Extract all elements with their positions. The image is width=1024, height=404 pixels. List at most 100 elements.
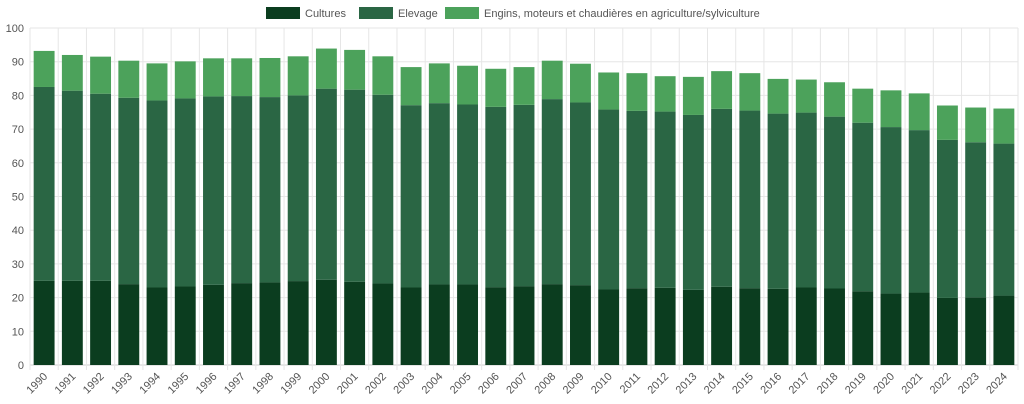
bar-segment[interactable] (908, 292, 930, 365)
bar-segment[interactable] (598, 289, 620, 365)
bar-segment[interactable] (880, 90, 902, 128)
bar-segment[interactable] (372, 56, 394, 95)
bar-segment[interactable] (739, 110, 761, 289)
legend-item[interactable]: Elevage (359, 7, 438, 20)
bar-segment[interactable] (711, 71, 733, 109)
bar-segment[interactable] (428, 284, 450, 365)
bar-segment[interactable] (824, 82, 845, 117)
bar-segment[interactable] (513, 286, 535, 365)
bar-segment[interactable] (231, 283, 253, 365)
bar-segment[interactable] (795, 79, 817, 113)
bar-segment[interactable] (259, 97, 281, 283)
bar-segment[interactable] (203, 58, 224, 97)
bar-segment[interactable] (33, 50, 55, 87)
bar-segment[interactable] (852, 88, 874, 123)
bar-segment[interactable] (372, 283, 394, 365)
bar-segment[interactable] (993, 108, 1015, 144)
bar-segment[interactable] (767, 113, 789, 289)
bar-segment[interactable] (852, 291, 874, 365)
bar-segment[interactable] (485, 106, 507, 288)
bar-segment[interactable] (457, 104, 478, 285)
bar-segment[interactable] (287, 56, 309, 96)
bar-segment[interactable] (287, 95, 309, 282)
bar-segment[interactable] (118, 284, 140, 365)
bar-segment[interactable] (908, 93, 930, 131)
bar-segment[interactable] (654, 287, 676, 365)
bar-segment[interactable] (61, 280, 83, 365)
bar-segment[interactable] (33, 86, 55, 281)
bar-segment[interactable] (767, 288, 789, 365)
bar-segment[interactable] (428, 103, 450, 285)
bar-segment[interactable] (428, 63, 450, 104)
bar-segment[interactable] (570, 102, 591, 286)
bar-segment[interactable] (626, 73, 648, 111)
bar-segment[interactable] (259, 57, 281, 98)
bar-segment[interactable] (598, 109, 620, 290)
bar-segment[interactable] (965, 142, 987, 298)
legend-item[interactable]: Engins, moteurs et chaudières en agricul… (445, 7, 760, 20)
bar-segment[interactable] (880, 293, 902, 365)
bar-segment[interactable] (654, 76, 676, 112)
bar-segment[interactable] (739, 73, 761, 111)
bar-segment[interactable] (485, 287, 507, 365)
bar-segment[interactable] (203, 284, 224, 365)
bar-segment[interactable] (372, 94, 394, 284)
bar-segment[interactable] (936, 139, 958, 298)
bar-segment[interactable] (626, 110, 648, 289)
bar-segment[interactable] (626, 288, 648, 365)
bar-segment[interactable] (118, 60, 140, 98)
bar-segment[interactable] (90, 280, 112, 365)
bar-segment[interactable] (174, 98, 196, 287)
bar-segment[interactable] (541, 99, 563, 285)
bar-segment[interactable] (654, 111, 676, 288)
bar-segment[interactable] (711, 286, 733, 365)
bar-segment[interactable] (344, 281, 366, 365)
bar-segment[interactable] (682, 76, 704, 115)
bar-segment[interactable] (513, 67, 535, 105)
bar-segment[interactable] (485, 68, 507, 107)
bar-segment[interactable] (203, 96, 224, 285)
bar-segment[interactable] (61, 90, 83, 281)
bar-segment[interactable] (231, 96, 253, 284)
bar-segment[interactable] (61, 54, 83, 91)
bar-segment[interactable] (993, 143, 1015, 296)
bar-segment[interactable] (993, 295, 1015, 365)
bar-segment[interactable] (400, 287, 422, 365)
legend-item[interactable]: Cultures (266, 7, 346, 20)
bar-segment[interactable] (287, 281, 309, 365)
bar-segment[interactable] (824, 116, 845, 289)
bar-segment[interactable] (174, 286, 196, 365)
bar-segment[interactable] (936, 297, 958, 365)
bar-segment[interactable] (400, 105, 422, 288)
bar-segment[interactable] (90, 56, 112, 94)
bar-segment[interactable] (570, 63, 591, 103)
bar-segment[interactable] (965, 297, 987, 365)
bar-segment[interactable] (457, 65, 478, 105)
bar-segment[interactable] (513, 104, 535, 287)
bar-segment[interactable] (880, 127, 902, 294)
bar-segment[interactable] (259, 282, 281, 365)
bar-segment[interactable] (315, 279, 337, 365)
bar-segment[interactable] (682, 114, 704, 290)
bar-segment[interactable] (344, 49, 366, 90)
bar-segment[interactable] (146, 287, 168, 365)
bar-segment[interactable] (824, 288, 845, 366)
bar-segment[interactable] (711, 108, 733, 287)
bar-segment[interactable] (231, 58, 253, 97)
bar-segment[interactable] (400, 67, 422, 106)
bar-segment[interactable] (457, 284, 478, 365)
bar-segment[interactable] (33, 280, 55, 365)
bar-segment[interactable] (598, 72, 620, 110)
bar-segment[interactable] (174, 61, 196, 99)
bar-segment[interactable] (315, 48, 337, 89)
bar-segment[interactable] (795, 112, 817, 288)
bar-segment[interactable] (795, 287, 817, 365)
bar-segment[interactable] (541, 284, 563, 365)
bar-segment[interactable] (852, 122, 874, 292)
bar-segment[interactable] (767, 78, 789, 114)
bar-segment[interactable] (965, 107, 987, 143)
bar-segment[interactable] (90, 93, 112, 281)
bar-segment[interactable] (682, 289, 704, 365)
bar-segment[interactable] (146, 63, 168, 101)
bar-segment[interactable] (908, 130, 930, 293)
